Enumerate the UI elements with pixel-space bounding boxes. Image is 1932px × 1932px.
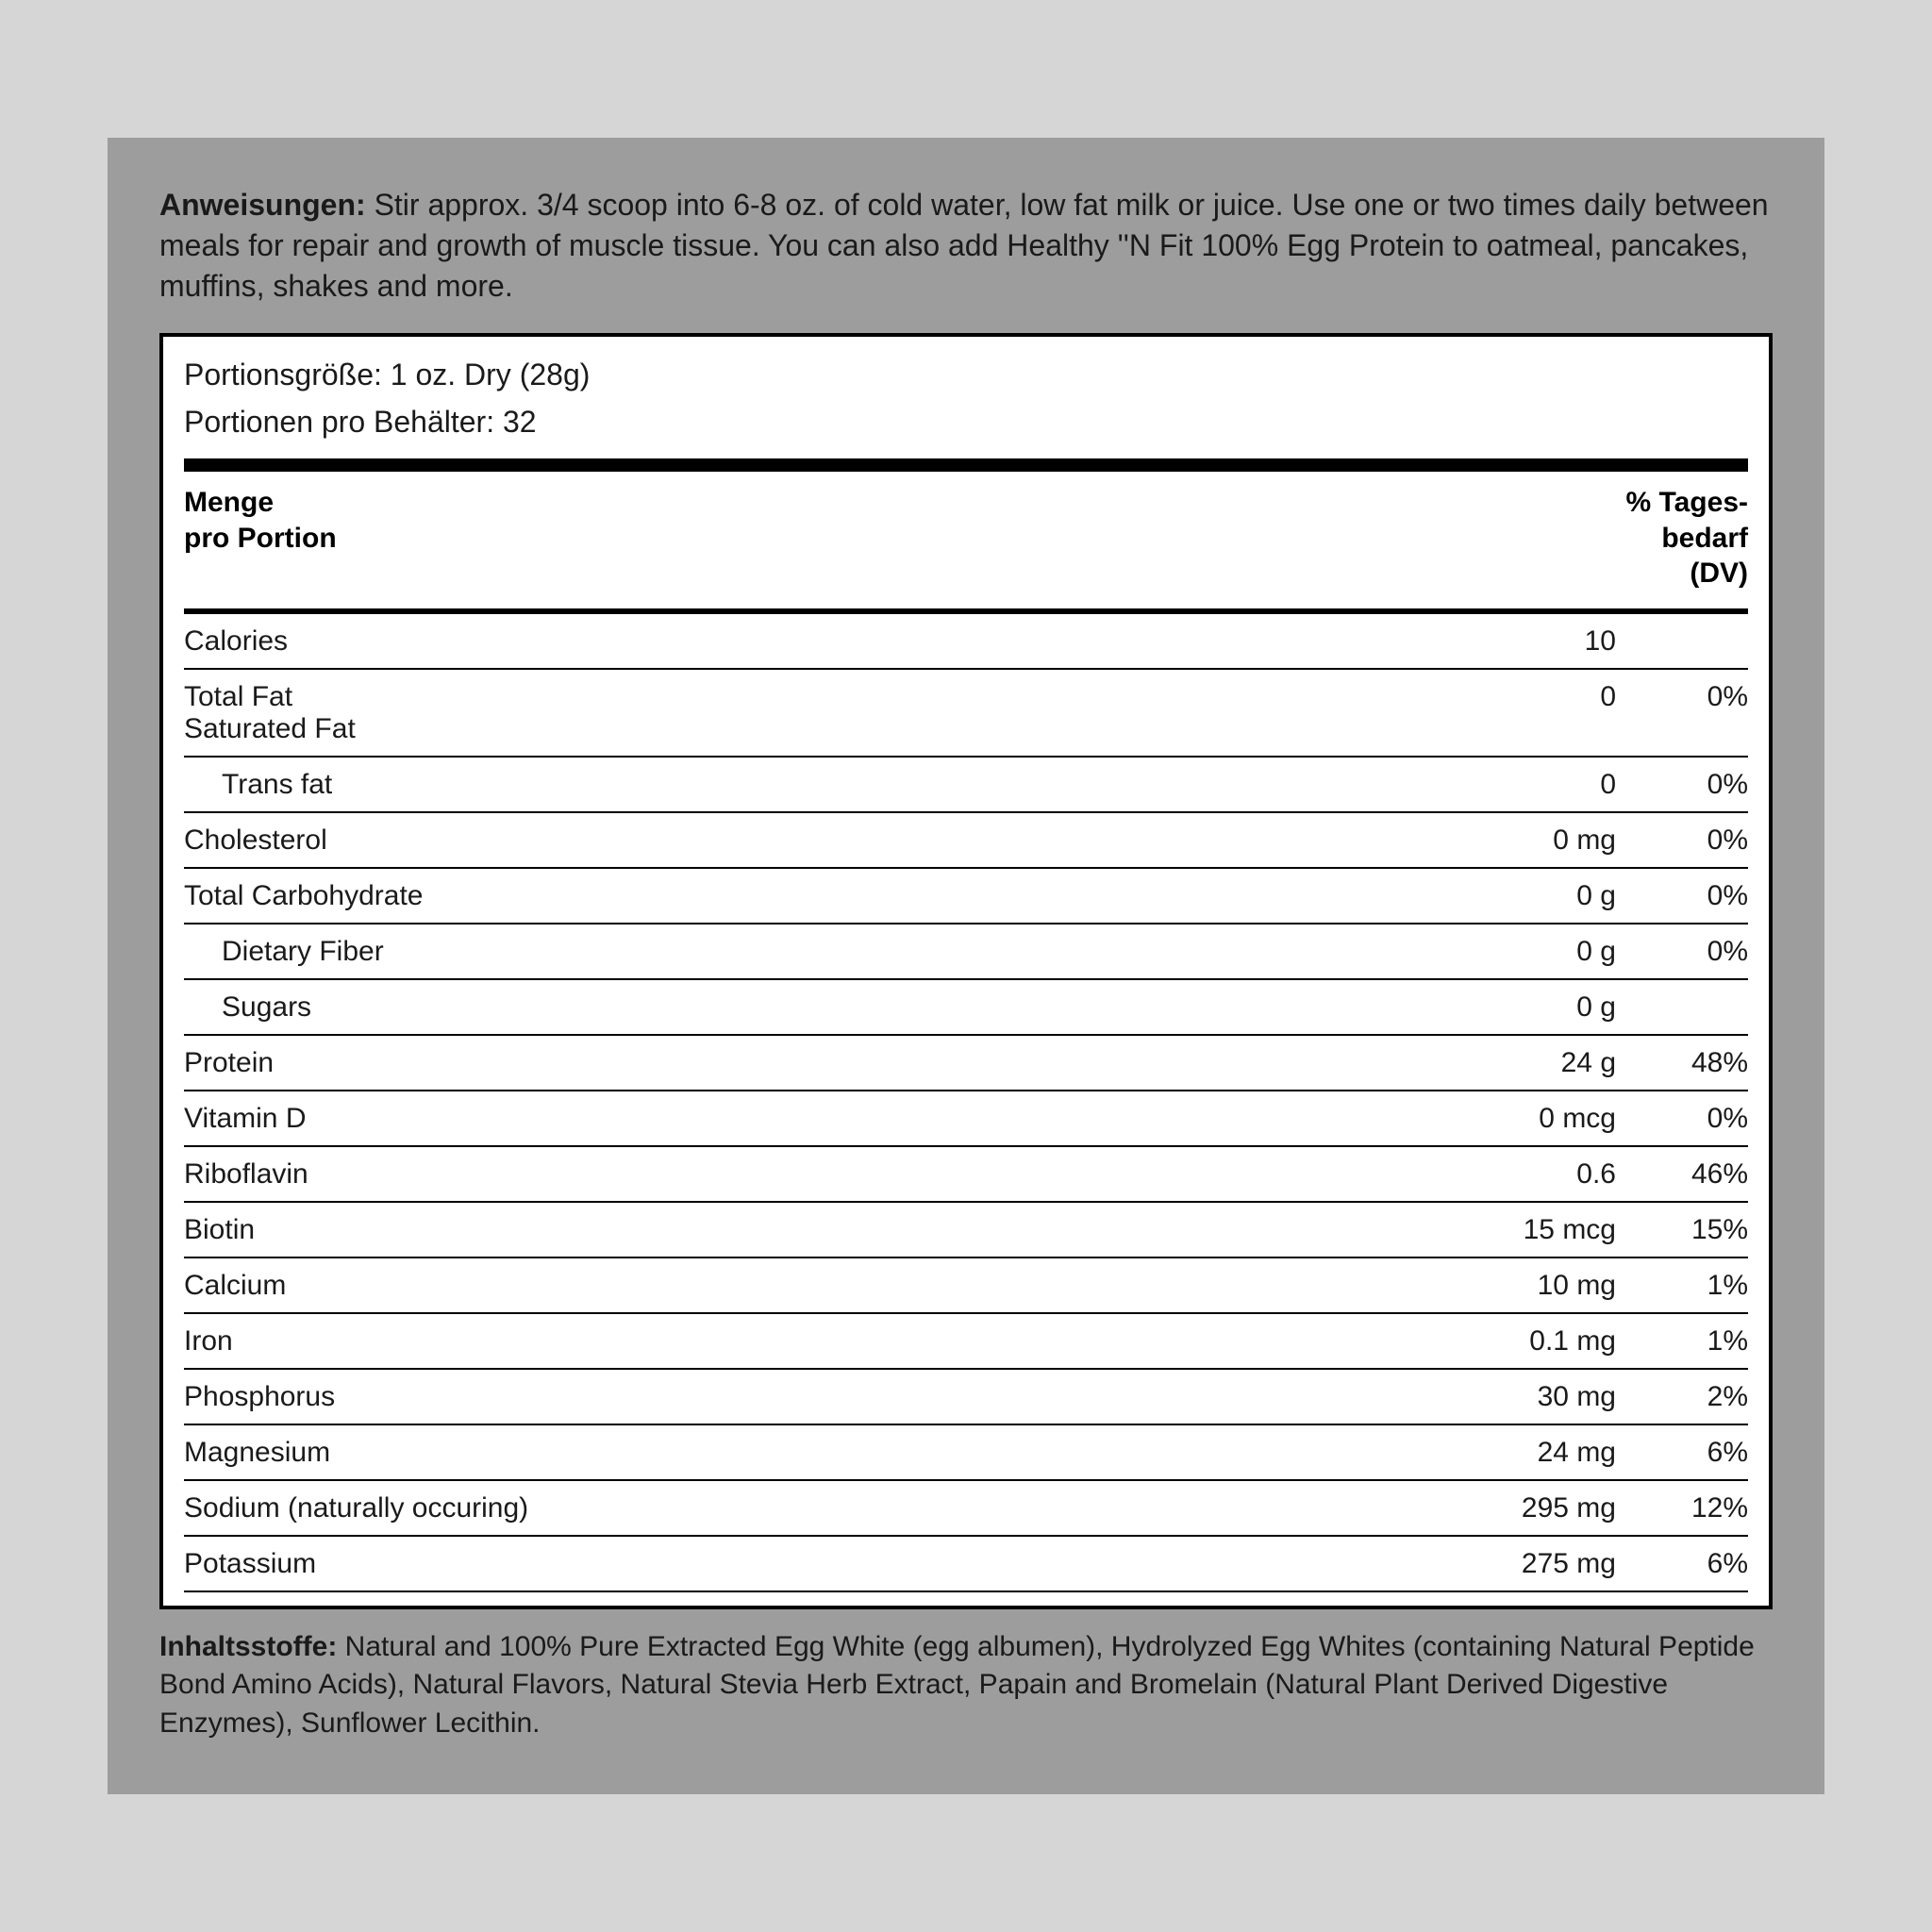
nutrient-amount: 0 mcg xyxy=(1380,1091,1616,1146)
nutrient-dv: 0% xyxy=(1616,757,1748,812)
nutrient-amount: 0.6 xyxy=(1380,1146,1616,1202)
nutrient-label: Iron xyxy=(184,1313,1380,1369)
table-row: Trans fat00% xyxy=(184,757,1748,812)
nutrient-amount: 0 g xyxy=(1380,979,1616,1035)
nutrient-dv: 12% xyxy=(1616,1480,1748,1536)
instructions-body: Stir approx. 3/4 scoop into 6-8 oz. of c… xyxy=(159,188,1769,303)
table-row: Sugars0 g xyxy=(184,979,1748,1035)
nutrition-facts-panel: Portionsgröße: 1 oz. Dry (28g) Portionen… xyxy=(159,333,1773,1609)
nutrient-dv: 2% xyxy=(1616,1369,1748,1424)
nutrient-amount: 0 xyxy=(1380,669,1616,757)
nutrient-amount: 24 g xyxy=(1380,1035,1616,1091)
nutrient-amount: 0 g xyxy=(1380,924,1616,979)
nutrient-amount: 0 g xyxy=(1380,868,1616,924)
nutrient-label: Biotin xyxy=(184,1202,1380,1257)
nutrient-label: Dietary Fiber xyxy=(184,924,1380,979)
nutrient-dv xyxy=(1616,614,1748,669)
nutrient-label: Total Carbohydrate xyxy=(184,868,1380,924)
table-row: Vitamin D0 mcg0% xyxy=(184,1091,1748,1146)
header-amount-per-serving: Menge pro Portion xyxy=(184,485,337,556)
nutrient-label: Sugars xyxy=(184,979,1380,1035)
servings-per-container: Portionen pro Behälter: 32 xyxy=(184,399,1748,446)
table-row: Biotin15 mcg15% xyxy=(184,1202,1748,1257)
nutrient-dv: 46% xyxy=(1616,1146,1748,1202)
table-row: Calcium10 mg1% xyxy=(184,1257,1748,1313)
serving-info: Portionsgröße: 1 oz. Dry (28g) Portionen… xyxy=(184,346,1748,455)
nutrient-amount: 0 xyxy=(1380,757,1616,812)
table-row: Total Carbohydrate0 g0% xyxy=(184,868,1748,924)
nutrient-label: Protein xyxy=(184,1035,1380,1091)
nutrient-label: Sodium (naturally occuring) xyxy=(184,1480,1380,1536)
nutrient-dv xyxy=(1616,979,1748,1035)
serving-size: Portionsgröße: 1 oz. Dry (28g) xyxy=(184,352,1748,399)
ingredients-body: Natural and 100% Pure Extracted Egg Whit… xyxy=(159,1631,1755,1739)
nutrient-amount: 10 mg xyxy=(1380,1257,1616,1313)
nutrient-label: Calories xyxy=(184,614,1380,669)
thick-divider xyxy=(184,458,1748,472)
nutrient-label: Potassium xyxy=(184,1536,1380,1591)
table-row: Sodium (naturally occuring)295 mg12% xyxy=(184,1480,1748,1536)
nutrient-dv: 0% xyxy=(1616,868,1748,924)
table-row: Cholesterol0 mg0% xyxy=(184,812,1748,868)
nutrition-table: Calories10Total FatSaturated Fat00%Trans… xyxy=(184,614,1748,1592)
nutrient-dv: 1% xyxy=(1616,1313,1748,1369)
nutrient-label: Trans fat xyxy=(184,757,1380,812)
nutrient-label: Cholesterol xyxy=(184,812,1380,868)
nutrient-label: Riboflavin xyxy=(184,1146,1380,1202)
nutrient-amount: 295 mg xyxy=(1380,1480,1616,1536)
table-row: Calories10 xyxy=(184,614,1748,669)
nutrient-label: Magnesium xyxy=(184,1424,1380,1480)
instructions-label: Anweisungen: xyxy=(159,188,366,222)
table-row: Total FatSaturated Fat00% xyxy=(184,669,1748,757)
table-row: Protein24 g48% xyxy=(184,1035,1748,1091)
table-row: Riboflavin0.646% xyxy=(184,1146,1748,1202)
nutrient-label: Calcium xyxy=(184,1257,1380,1313)
ingredients-text: Inhaltsstoffe: Natural and 100% Pure Ext… xyxy=(159,1628,1773,1743)
table-row: Magnesium24 mg6% xyxy=(184,1424,1748,1480)
nutrient-amount: 24 mg xyxy=(1380,1424,1616,1480)
nutrient-dv: 48% xyxy=(1616,1035,1748,1091)
table-row: Potassium275 mg6% xyxy=(184,1536,1748,1591)
nutrient-amount: 30 mg xyxy=(1380,1369,1616,1424)
table-row: Dietary Fiber0 g0% xyxy=(184,924,1748,979)
nutrient-dv: 0% xyxy=(1616,924,1748,979)
nutrient-amount: 10 xyxy=(1380,614,1616,669)
nutrient-amount: 0 mg xyxy=(1380,812,1616,868)
nutrient-label: Total FatSaturated Fat xyxy=(184,669,1380,757)
nutrient-dv: 1% xyxy=(1616,1257,1748,1313)
ingredients-label: Inhaltsstoffe: xyxy=(159,1631,337,1662)
table-row: Iron0.1 mg1% xyxy=(184,1313,1748,1369)
instructions-text: Anweisungen: Stir approx. 3/4 scoop into… xyxy=(159,185,1773,308)
table-header-row: Menge pro Portion % Tages- bedarf (DV) xyxy=(184,472,1748,614)
nutrient-amount: 15 mcg xyxy=(1380,1202,1616,1257)
table-row: Phosphorus30 mg2% xyxy=(184,1369,1748,1424)
nutrient-dv: 0% xyxy=(1616,669,1748,757)
nutrition-panel-container: Anweisungen: Stir approx. 3/4 scoop into… xyxy=(108,138,1824,1795)
nutrient-dv: 0% xyxy=(1616,812,1748,868)
nutrient-dv: 6% xyxy=(1616,1536,1748,1591)
nutrient-amount: 275 mg xyxy=(1380,1536,1616,1591)
nutrient-dv: 15% xyxy=(1616,1202,1748,1257)
nutrient-label: Phosphorus xyxy=(184,1369,1380,1424)
nutrient-dv: 0% xyxy=(1616,1091,1748,1146)
nutrient-dv: 6% xyxy=(1616,1424,1748,1480)
nutrient-amount: 0.1 mg xyxy=(1380,1313,1616,1369)
header-daily-value: % Tages- bedarf (DV) xyxy=(1626,485,1748,591)
nutrient-label: Vitamin D xyxy=(184,1091,1380,1146)
